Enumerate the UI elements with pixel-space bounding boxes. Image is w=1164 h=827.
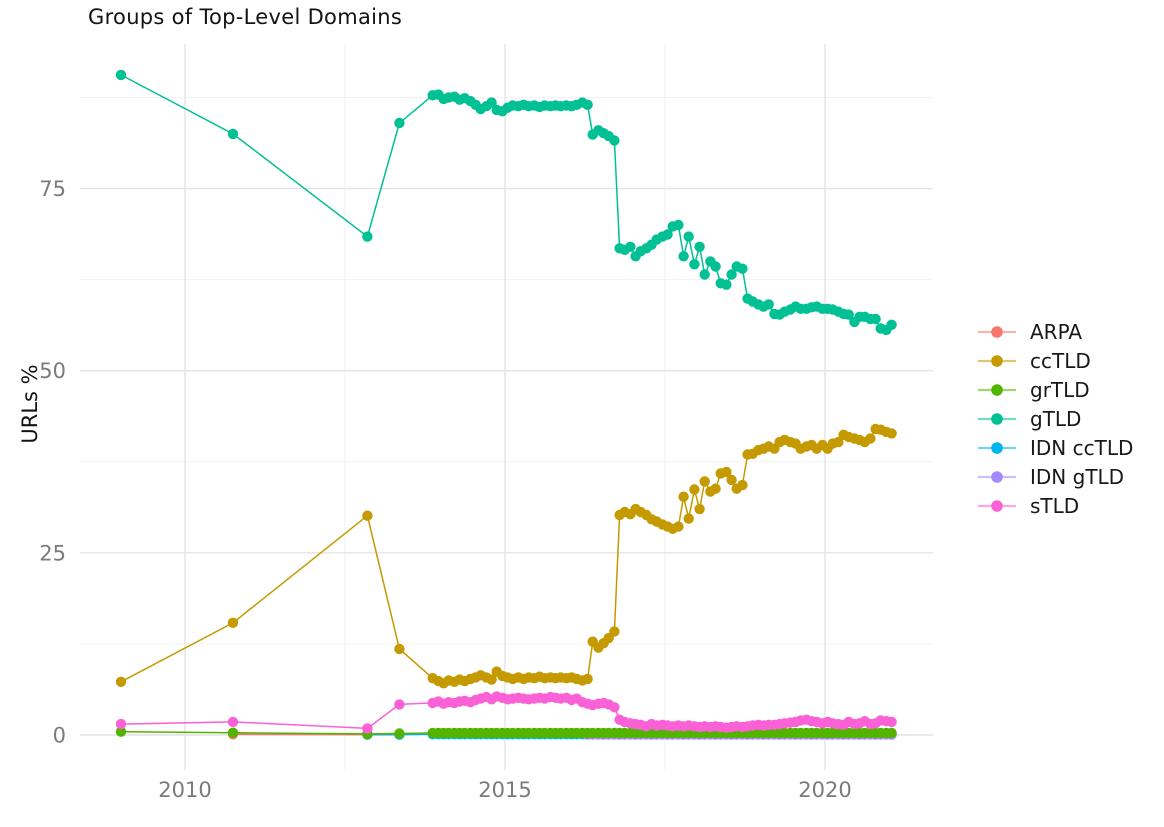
- chart-title: Groups of Top-Level Domains: [88, 5, 403, 29]
- legend-label: gTLD: [1030, 406, 1082, 431]
- legend-item-idn-cctld: IDN ccTLD: [976, 433, 1133, 462]
- svg-text:2020: 2020: [798, 778, 851, 802]
- svg-text:50: 50: [39, 359, 66, 383]
- legend-key-idn-gtld-icon: [978, 470, 1016, 483]
- legend-item-grtld: grTLD: [976, 375, 1133, 404]
- legend-item-idn-gtld: IDN gTLD: [976, 462, 1133, 491]
- x-axis-tick-labels: 2010 2015 2020: [158, 778, 851, 802]
- legend: ARPA ccTLD grTLD gTLD IDN ccTLD IDN gTLD sTLD: [976, 317, 1133, 520]
- legend-item-stld: sTLD: [976, 491, 1133, 520]
- legend-label: IDN ccTLD: [1030, 435, 1134, 460]
- legend-item-arpa: ARPA: [976, 317, 1133, 346]
- svg-text:2015: 2015: [478, 778, 531, 802]
- legend-label: grTLD: [1030, 377, 1090, 402]
- gridlines-minor: [80, 44, 933, 770]
- legend-key-gtld-icon: [978, 412, 1016, 425]
- legend-key-stld-icon: [978, 499, 1016, 512]
- legend-key-cctld-icon: [978, 354, 1016, 367]
- legend-key-idn-cctld-icon: [978, 441, 1016, 454]
- legend-item-cctld: ccTLD: [976, 346, 1133, 375]
- legend-key-grtld-icon: [978, 383, 1016, 396]
- legend-key-arpa-icon: [978, 325, 1016, 338]
- svg-text:0: 0: [53, 724, 66, 748]
- gridlines-major: [80, 44, 933, 770]
- svg-text:25: 25: [39, 541, 66, 565]
- series-stld: [115, 691, 897, 734]
- legend-label: sTLD: [1030, 493, 1080, 518]
- legend-label: ARPA: [1030, 319, 1083, 344]
- legend-label: IDN gTLD: [1030, 464, 1125, 489]
- y-axis-tick-labels: 0 25 50 75: [39, 177, 66, 747]
- svg-text:2010: 2010: [158, 778, 211, 802]
- series-cctld: [115, 423, 897, 689]
- legend-item-gtld: gTLD: [976, 404, 1133, 433]
- svg-text:75: 75: [39, 177, 66, 201]
- legend-label: ccTLD: [1030, 348, 1091, 373]
- series-gtld: [115, 69, 897, 336]
